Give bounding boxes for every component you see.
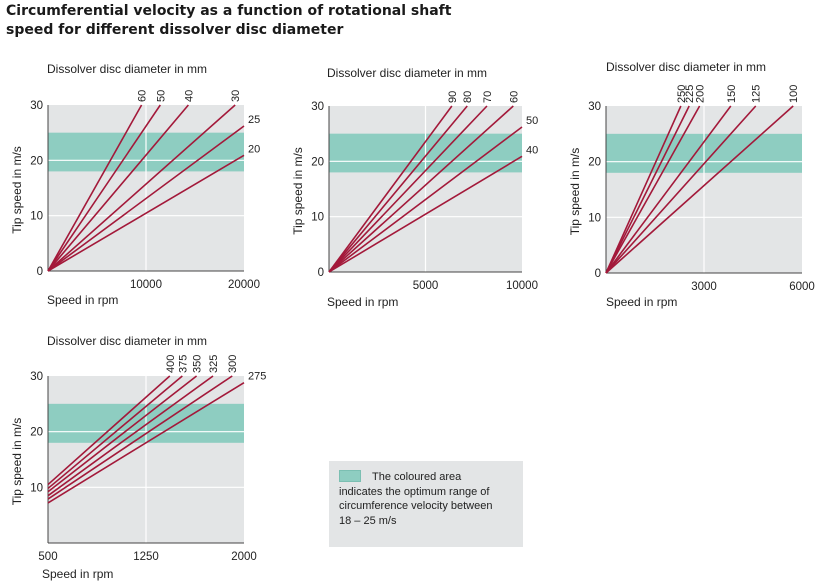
series-label-40: 40: [183, 90, 195, 102]
y-tick-label: 20: [588, 157, 601, 169]
y-tick-label: 20: [30, 427, 43, 439]
y-axis-label: Tip speed in m/s: [10, 146, 24, 234]
series-line-25: [47, 125, 245, 272]
grid-lines: [48, 105, 244, 271]
legend-box: The coloured area indicates the optimum …: [329, 461, 523, 547]
series-line-275: [47, 381, 245, 504]
series-line-125: [605, 105, 757, 274]
series-line-20: [47, 154, 245, 272]
x-tick-label: 500: [38, 551, 57, 563]
series-line-60: [328, 105, 514, 273]
series-label-100: 100: [788, 85, 800, 103]
series-label-150: 150: [726, 85, 738, 103]
x-axis-label: Speed in rpm: [47, 293, 118, 307]
chart-panel-3: Dissolver disc diameter in mm 0 10 20 30 3000…: [568, 60, 815, 309]
series-label-40: 40: [526, 144, 538, 156]
series-line-375: [47, 375, 183, 490]
series-label-375: 375: [177, 355, 189, 373]
y-axis-label: Tip speed in m/s: [10, 418, 24, 506]
series-label-275: 275: [248, 371, 266, 383]
diameter-title: Dissolver disc diameter in mm: [47, 62, 207, 76]
series-line-400: [47, 375, 171, 486]
diameter-title: Dissolver disc diameter in mm: [606, 60, 766, 74]
y-tick-label: 30: [588, 101, 601, 113]
x-tick-label: 2000: [231, 551, 257, 563]
x-tick-label: 20000: [228, 279, 260, 291]
x-axis-label: Speed in rpm: [606, 295, 677, 309]
x-tick-label: 5000: [413, 280, 439, 292]
series-label-90: 90: [447, 91, 459, 103]
grid-lines: [606, 106, 802, 273]
series-label-350: 350: [192, 355, 204, 373]
y-tick-label: 20: [311, 156, 324, 168]
series-label-225: 225: [684, 85, 696, 103]
series-line-100: [605, 105, 794, 274]
series-label-30: 30: [230, 90, 242, 102]
series-label-125: 125: [751, 85, 763, 103]
y-tick-label: 10: [311, 212, 324, 224]
x-tick-label: 6000: [789, 281, 815, 293]
series-label-50: 50: [155, 90, 167, 102]
page-title-line-1: Circumferential velocity as a function o…: [6, 3, 452, 19]
series-label-60: 60: [508, 91, 520, 103]
series-line-150: [605, 105, 732, 274]
series-line-200: [605, 105, 701, 274]
series-label-20: 20: [248, 143, 260, 155]
series-line-70: [328, 105, 488, 273]
series-line-80: [328, 105, 468, 273]
series-line-250: [605, 105, 682, 274]
x-tick-label: 10000: [506, 280, 538, 292]
y-tick-label: 10: [30, 211, 43, 223]
y-tick-label: 30: [30, 100, 43, 112]
y-axis-label: Tip speed in m/s: [568, 148, 582, 236]
series-label-80: 80: [462, 91, 474, 103]
series-label-325: 325: [208, 355, 220, 373]
chart-panel-4: Dissolver disc diameter in mm 10 20 30 500 12…: [10, 334, 266, 581]
x-axis-label: Speed in rpm: [327, 295, 398, 309]
y-tick-label: 30: [30, 371, 43, 383]
y-tick-label: 20: [30, 155, 43, 167]
y-axis-label: Tip speed in m/s: [291, 147, 305, 235]
series-label-200: 200: [695, 85, 707, 103]
diameter-title: Dissolver disc diameter in mm: [47, 334, 207, 348]
series-line-40: [47, 104, 189, 272]
y-tick-label: 10: [588, 212, 601, 224]
series-line-60: [47, 104, 143, 272]
chart-panel-1: Dissolver disc diameter in mm 0 10 20 30 1000…: [10, 62, 260, 307]
diameter-title: Dissolver disc diameter in mm: [327, 66, 487, 80]
x-axis-label: Speed in rpm: [42, 567, 113, 581]
y-tick-label: 0: [37, 266, 43, 278]
legend-swatch: [339, 470, 361, 482]
y-tick-label: 0: [595, 268, 601, 280]
series-line-40: [328, 155, 523, 273]
y-tick-label: 30: [311, 101, 324, 113]
series-label-300: 300: [227, 355, 239, 373]
series-line-300: [47, 375, 233, 500]
series-line-350: [47, 375, 198, 493]
series-line-50: [328, 126, 523, 273]
series-label-250: 250: [676, 85, 688, 103]
x-tick-label: 1250: [133, 551, 159, 563]
series-label-25: 25: [248, 114, 260, 126]
series-line-225: [605, 105, 690, 274]
series-line-30: [47, 104, 236, 272]
series-line-90: [328, 105, 453, 273]
y-tick-label: 10: [30, 482, 43, 494]
series-line-325: [47, 375, 214, 497]
series-line-50: [47, 104, 161, 272]
series-label-70: 70: [482, 91, 494, 103]
x-tick-label: 10000: [130, 279, 162, 291]
grid-lines: [329, 106, 522, 272]
x-tick-label: 3000: [691, 281, 717, 293]
page-title-line-2: speed for different dissolver disc diame…: [6, 22, 344, 38]
chart-panel-2: Dissolver disc diameter in mm 0 10 20 30 5000…: [291, 66, 538, 309]
series-label-60: 60: [137, 90, 149, 102]
page-title: Circumferential velocity as a function o…: [6, 2, 451, 40]
grid-lines: [48, 376, 244, 543]
series-label-50: 50: [526, 115, 538, 127]
legend-text: The coloured area indicates the optimum …: [339, 471, 493, 527]
series-label-400: 400: [165, 355, 177, 373]
y-tick-label: 0: [318, 267, 324, 279]
